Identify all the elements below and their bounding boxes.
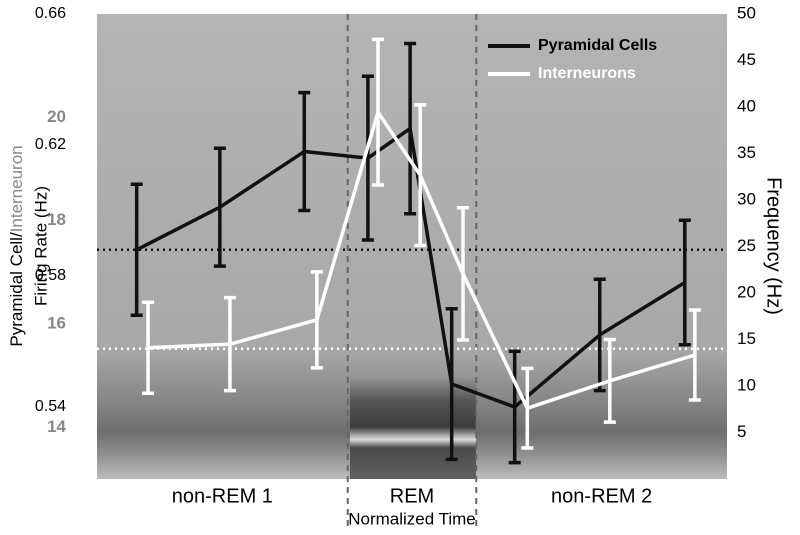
x-axis-label: Normalized Time: [348, 509, 476, 528]
y2-tick-label: 20: [737, 282, 756, 301]
series-line: [135, 126, 686, 409]
y2-tick-label: 25: [737, 236, 756, 255]
legend-label: Pyramidal Cells: [538, 37, 657, 54]
y2-tick-label: 5: [737, 422, 746, 441]
y2-tick-label: 10: [737, 375, 756, 394]
series-line: [147, 110, 696, 410]
y2-tick-label: 35: [737, 143, 756, 162]
y-tick-label: 0.62: [35, 136, 66, 153]
y3-label-part: Interneuron: [7, 145, 26, 232]
y2-axis-label: Frequency (Hz): [763, 177, 785, 315]
y3-tick-label: 20: [47, 107, 66, 126]
legend-label: Interneurons: [538, 65, 636, 82]
y2-tick-label: 45: [737, 50, 756, 69]
y-tick-label: 0.54: [35, 398, 66, 415]
y-tick-label: 0.66: [35, 5, 66, 22]
spectrogram-rem-band: [350, 375, 476, 479]
y-axis-label: Pyramidal Cell/Interneuron: [7, 145, 26, 346]
y3-tick-label: 16: [47, 313, 66, 332]
y-axis-label-line2: Firing Rate (Hz): [31, 186, 50, 306]
y3-tick-label: 14: [47, 417, 66, 436]
y2-tick-label: 40: [737, 96, 756, 115]
phase-label: REM: [390, 485, 434, 507]
error-bar: [130, 182, 143, 318]
y2-tick-label: 15: [737, 329, 756, 348]
y-tick-label: 0.58: [35, 267, 66, 284]
phase-label: non-REM 2: [551, 485, 652, 507]
y2-tick-label: 30: [737, 189, 756, 208]
phase-label: non-REM 1: [172, 485, 273, 507]
y-label-part: Pyramidal Cell/: [7, 232, 26, 347]
y2-tick-label: 50: [737, 3, 756, 22]
y3-tick-label: 18: [47, 210, 66, 229]
error-bar: [678, 218, 691, 347]
